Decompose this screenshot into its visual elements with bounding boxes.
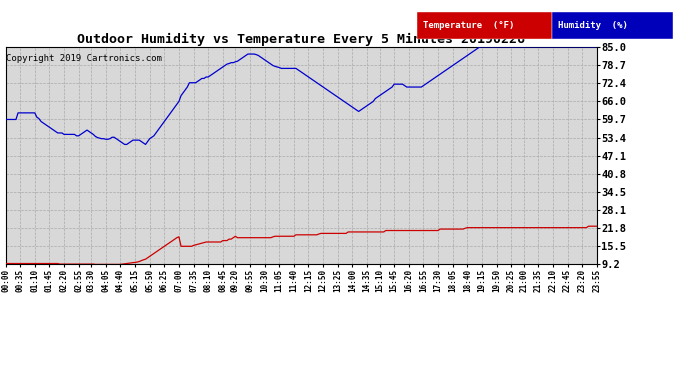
- Title: Outdoor Humidity vs Temperature Every 5 Minutes 20190226: Outdoor Humidity vs Temperature Every 5 …: [77, 33, 525, 46]
- Text: Temperature  (°F): Temperature (°F): [423, 21, 514, 30]
- Text: Humidity  (%): Humidity (%): [558, 21, 627, 30]
- Text: Copyright 2019 Cartronics.com: Copyright 2019 Cartronics.com: [6, 54, 161, 63]
